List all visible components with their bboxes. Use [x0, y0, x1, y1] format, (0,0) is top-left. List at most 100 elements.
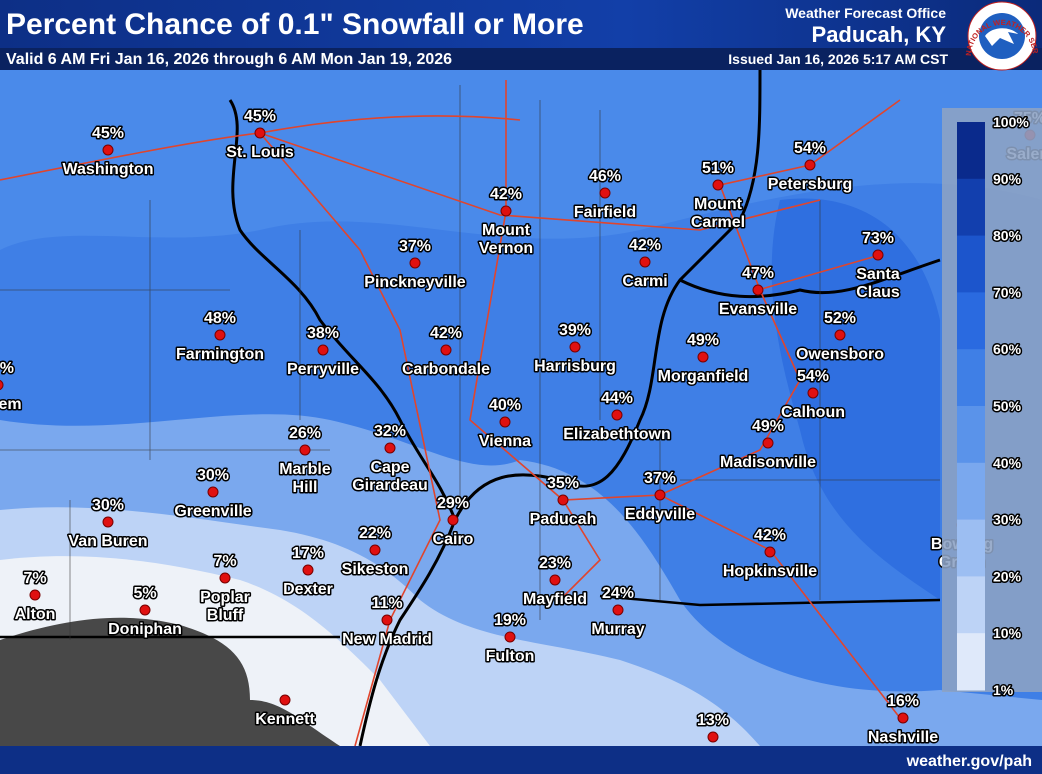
city-dot	[712, 179, 724, 191]
legend-band	[957, 519, 985, 577]
map-base	[0, 70, 1042, 746]
issued: Issued Jan 16, 2026 5:17 AM CST	[728, 51, 948, 67]
city-dot	[381, 614, 393, 626]
legend-label: 1%	[993, 682, 1014, 698]
city-chance: 22%	[359, 525, 391, 542]
city-name: Calhoun	[781, 404, 845, 421]
city-chance: 13%	[697, 712, 729, 729]
city-dot	[762, 437, 774, 449]
legend-label: 80%	[993, 228, 1022, 244]
city-chance: 46%	[589, 168, 621, 185]
office: Paducah, KY	[812, 22, 947, 47]
city-chance: 7%	[23, 570, 46, 587]
city-dot	[219, 572, 231, 584]
city-chance: 44%	[601, 390, 633, 407]
city-chance: 40%	[489, 397, 521, 414]
legend-label: 100%	[993, 114, 1029, 130]
legend-label: 50%	[993, 398, 1022, 414]
city-chance: 42%	[490, 186, 522, 203]
city-dot	[557, 494, 569, 506]
city-dot	[834, 329, 846, 341]
city-dot	[611, 409, 623, 421]
city-chance: 11%	[371, 595, 402, 612]
legend-label: 70%	[993, 284, 1022, 300]
city-name: Dexter	[283, 581, 333, 598]
city-dot	[872, 249, 884, 261]
city-name: New Madrid	[342, 631, 432, 648]
city-dot	[139, 604, 151, 616]
legend-label: 20%	[993, 568, 1022, 584]
city-chance: 17%	[292, 545, 324, 562]
city-dot	[654, 489, 666, 501]
city-name: Vienna	[479, 433, 531, 450]
legend-band	[957, 406, 985, 464]
city-dot	[599, 187, 611, 199]
city-name: Perryville	[287, 361, 359, 378]
city-name: Mount	[482, 222, 531, 239]
city-name: Morganfield	[658, 368, 749, 385]
city-dot	[499, 416, 511, 428]
legend-label: 90%	[993, 171, 1022, 187]
city-name: Claus	[856, 284, 900, 301]
logo-cloud	[985, 28, 1018, 46]
city-chance: 49%	[752, 418, 784, 435]
legend-label: 10%	[993, 625, 1022, 641]
city-name: Salem	[0, 396, 22, 413]
city-chance: 32%	[374, 423, 406, 440]
city-dot	[369, 544, 381, 556]
city-name: Alton	[15, 606, 56, 623]
city-chance: 29%	[437, 495, 469, 512]
city-chance: 42%	[430, 325, 462, 342]
legend: 100% 90% 80% 70% 60% 50% 40% 30% 20% 10% 1%	[942, 108, 1042, 700]
river-ohio	[679, 258, 941, 299]
city-dot	[102, 516, 114, 528]
shade-north	[0, 70, 1042, 250]
city-dot	[279, 694, 291, 706]
city-name: Owensboro	[796, 346, 884, 363]
footer: weather.gov/pah	[906, 753, 1032, 770]
city-dot	[897, 712, 909, 724]
city-dot	[807, 387, 819, 399]
shade-gray	[0, 617, 340, 746]
city-dot	[707, 731, 719, 743]
city-dot	[317, 344, 329, 356]
city-chance: 26%	[289, 425, 321, 442]
city-chance: 24%	[602, 585, 634, 602]
subtitle: Valid 6 AM Fri Jan 16, 2026 through 6 AM…	[6, 51, 452, 68]
legend-band	[957, 178, 985, 237]
state-line	[0, 594, 941, 639]
city-name: Sikeston	[342, 561, 409, 578]
city-chance: 30%	[197, 467, 229, 484]
river-wabash-ohio	[453, 69, 762, 521]
title: Percent Chance of 0.1" Snowfall or More	[6, 8, 584, 41]
city-chance: 45%	[92, 125, 124, 142]
city-chance: 47%	[742, 265, 774, 282]
city-name: Nashville	[868, 729, 938, 746]
shade-east	[771, 198, 940, 600]
city-chance: 73%	[862, 230, 894, 247]
city-chance: 5%	[133, 585, 156, 602]
city-name: Carbondale	[402, 361, 490, 378]
city-dot	[102, 144, 114, 156]
city-chance: 54%	[797, 368, 829, 385]
legend-band	[957, 349, 985, 407]
city-name: Hill	[293, 479, 318, 496]
city-name: Madisonville	[720, 454, 816, 471]
city-dot	[764, 546, 776, 558]
city-dot	[504, 631, 516, 643]
city-chance: 30%	[92, 497, 124, 514]
city-dot	[752, 284, 764, 296]
city-name: Poplar	[200, 589, 250, 606]
city-dot	[207, 486, 219, 498]
city-chance: 42%	[754, 527, 786, 544]
city-dot	[214, 329, 226, 341]
city-name: Fulton	[486, 648, 535, 665]
city-name: Cairo	[433, 531, 474, 548]
city-name: Carmel	[691, 214, 745, 231]
city-chance: 49%	[687, 332, 719, 349]
city-chance: 51%	[702, 160, 734, 177]
city-dot	[302, 564, 314, 576]
city-chance: 38%	[307, 325, 339, 342]
city-dot	[639, 256, 651, 268]
